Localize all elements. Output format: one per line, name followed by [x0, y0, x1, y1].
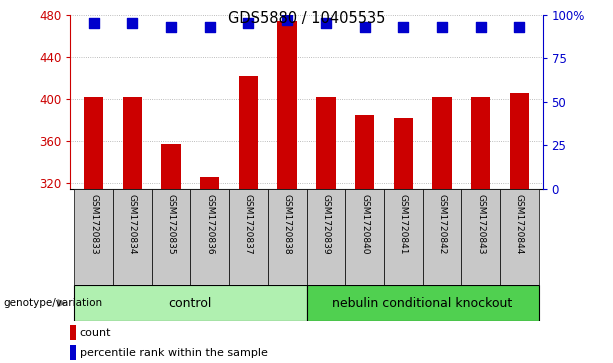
Bar: [316, 97, 335, 189]
Point: [128, 20, 137, 26]
Text: GSM1720841: GSM1720841: [398, 193, 408, 254]
Text: GSM1720839: GSM1720839: [321, 193, 330, 254]
Point: [437, 24, 447, 30]
Text: GSM1720837: GSM1720837: [244, 193, 253, 254]
Text: nebulin conditional knockout: nebulin conditional knockout: [332, 297, 512, 310]
Bar: [471, 97, 490, 189]
Bar: [74, 285, 306, 321]
Bar: [239, 76, 258, 189]
Point: [360, 24, 370, 30]
Bar: [70, 345, 75, 360]
Bar: [191, 189, 229, 285]
Bar: [161, 144, 181, 189]
Bar: [268, 189, 306, 285]
Bar: [509, 93, 529, 189]
Bar: [345, 189, 384, 285]
Text: control: control: [169, 297, 212, 310]
Bar: [422, 189, 461, 285]
Bar: [84, 97, 104, 189]
Text: GSM1720835: GSM1720835: [167, 193, 175, 254]
Bar: [123, 97, 142, 189]
Bar: [306, 189, 345, 285]
Text: GSM1720843: GSM1720843: [476, 193, 485, 254]
Text: percentile rank within the sample: percentile rank within the sample: [80, 347, 268, 358]
Text: genotype/variation: genotype/variation: [3, 298, 102, 308]
Point: [166, 24, 176, 30]
Text: GSM1720836: GSM1720836: [205, 193, 215, 254]
Point: [514, 24, 524, 30]
Point: [398, 24, 408, 30]
Text: GSM1720834: GSM1720834: [128, 193, 137, 254]
Point: [282, 17, 292, 23]
Text: GSM1720842: GSM1720842: [438, 193, 446, 254]
Bar: [461, 189, 500, 285]
Bar: [70, 325, 75, 340]
Bar: [355, 115, 374, 189]
Bar: [432, 97, 452, 189]
Point: [89, 20, 99, 26]
Bar: [394, 118, 413, 189]
Text: GSM1720844: GSM1720844: [515, 193, 524, 254]
Text: GDS5880 / 10405535: GDS5880 / 10405535: [228, 11, 385, 26]
Bar: [74, 189, 113, 285]
Bar: [500, 189, 539, 285]
Point: [476, 24, 485, 30]
Bar: [278, 21, 297, 189]
Text: GSM1720833: GSM1720833: [89, 193, 98, 254]
Text: GSM1720840: GSM1720840: [360, 193, 369, 254]
Text: GSM1720838: GSM1720838: [283, 193, 292, 254]
Point: [205, 24, 215, 30]
Point: [243, 20, 253, 26]
Bar: [113, 189, 152, 285]
Bar: [384, 189, 422, 285]
Bar: [229, 189, 268, 285]
Point: [321, 20, 331, 26]
Bar: [306, 285, 539, 321]
Text: count: count: [80, 328, 112, 338]
Bar: [200, 177, 219, 189]
Bar: [152, 189, 191, 285]
